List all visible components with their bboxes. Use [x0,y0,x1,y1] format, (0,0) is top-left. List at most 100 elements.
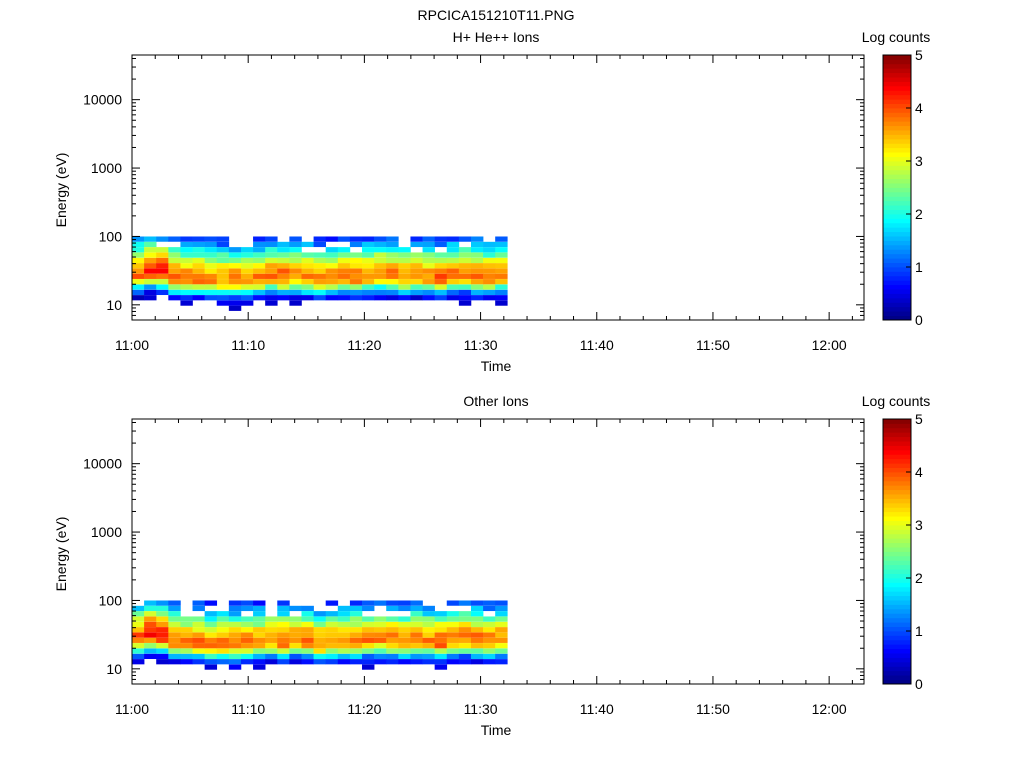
spectrogram-cell [495,263,508,269]
x-tick-label: 11:30 [464,337,498,353]
spectrogram-cell [386,263,399,269]
spectrogram-cell [374,268,387,274]
spectrogram-cell [289,295,302,301]
spectrogram-cell [422,616,435,622]
spectrogram-cell [168,257,181,264]
spectrogram-cell [301,616,314,622]
spectrogram-cell [483,659,496,665]
spectrogram-cell [374,289,387,296]
spectrogram-cell [277,616,290,622]
colorbar-segment [883,315,911,321]
spectrogram-cell [289,643,302,649]
colorbar-segment [883,231,911,237]
colorbar-segment [883,55,911,60]
spectrogram-cell [156,621,169,628]
spectrogram-cell [362,653,375,660]
spectrogram-cell [470,295,484,301]
colorbar-segment [883,90,911,96]
spectrogram-cell [410,627,423,633]
spectrogram-cell [156,632,169,638]
colorbar-segment [883,657,911,663]
colorbar-segment [883,591,911,597]
colorbar-segment [883,480,911,486]
spectrogram-cell [434,236,448,242]
colorbar-segment [883,161,911,166]
spectrogram-cell [144,600,157,606]
spectrogram-cell [204,627,218,633]
spectrogram-cell [289,252,302,258]
spectrogram-cell [265,627,278,633]
spectrogram-cell [253,643,266,649]
spectrogram-cell [156,236,169,242]
spectrogram-cell [156,284,169,290]
colorbar-segment [883,586,911,592]
spectrogram-cell [349,241,363,248]
spectrogram-cell [374,247,387,253]
spectrogram-cell [132,616,145,622]
spectrogram-cell [495,616,508,622]
spectrogram-cell [240,268,254,274]
spectrogram-cell [446,263,460,269]
spectrogram-cell [204,241,218,248]
spectrogram-cell [483,643,496,649]
spectrogram-cell [495,252,508,258]
spectrogram-cell [374,621,387,628]
spectrogram-cell [446,289,460,296]
spectrogram-cell [398,659,411,665]
spectrogram-cell [374,632,387,638]
spectrogram-cell [192,653,205,660]
spectrogram-cell [422,241,435,248]
spectrogram-cell [156,289,169,296]
spectrogram-cell [483,273,496,279]
colorbar-segment [883,222,911,228]
spectrogram-cell [458,648,472,654]
colorbar-segment [883,525,911,530]
spectrogram-cell [470,653,484,660]
spectrogram-cell [301,279,314,285]
spectrogram-cell [289,637,302,643]
spectrogram-cell [277,637,290,643]
spectrogram-cell [216,300,230,306]
spectrogram-cell [277,247,290,253]
spectrogram-cell [313,289,326,296]
spectrogram-cell [349,659,363,665]
spectrogram-cell [277,632,290,638]
spectrogram-cell [144,257,157,264]
colorbar-segment [883,494,911,499]
spectrogram-cell [446,236,460,242]
spectrogram-cell [168,611,181,617]
spectrogram-cell [204,664,218,670]
spectrogram-cell [325,263,339,269]
spectrogram-cell [495,653,508,660]
spectrogram-cell [470,648,484,654]
colorbar-tick-label: 1 [915,259,923,275]
spectrogram-cell [458,653,472,660]
spectrogram-cell [495,257,508,264]
colorbar-tick-label: 5 [915,47,923,63]
spectrogram-cell [301,611,314,617]
spectrogram-cell [289,257,302,264]
spectrogram-cell [144,295,157,301]
spectrogram-cell [216,621,230,628]
x-tick-label: 12:00 [812,337,847,353]
spectrogram-cell [422,279,435,285]
spectrogram-cell [144,632,157,638]
spectrogram-cell [434,653,448,660]
spectrogram-cell [228,659,242,665]
spectrogram-cell [458,643,472,649]
spectrogram-cell [495,268,508,274]
spectrogram-cell [192,236,205,242]
spectrogram-cell [277,648,290,654]
spectrogram-cell [228,257,242,264]
spectrogram-cell [313,632,326,638]
spectrogram-cell [132,263,145,269]
spectrogram-cell [337,268,351,274]
spectrogram-cell [434,637,448,643]
spectrogram-cell [446,659,460,665]
spectrogram-cell [216,627,230,633]
colorbar-segment [883,538,911,544]
spectrogram-cell [301,621,314,628]
spectrogram-cell [410,653,423,660]
spectrogram-cell [325,643,339,649]
spectrogram-cell [374,273,387,279]
